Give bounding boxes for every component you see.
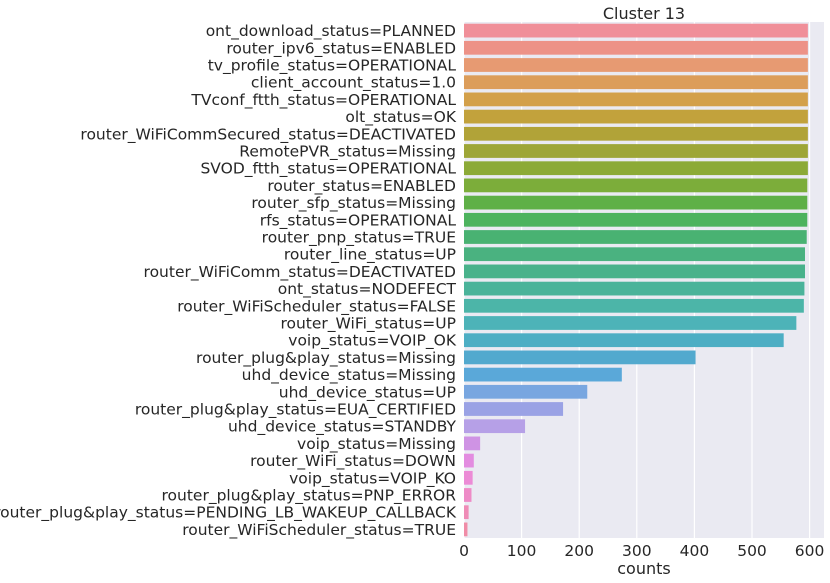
- category-label: router_sfp_status=Missing: [251, 194, 456, 213]
- bar: [464, 212, 808, 227]
- bar: [464, 40, 808, 55]
- bar: [464, 505, 469, 520]
- category-label: router_plug&play_status=Missing: [196, 349, 456, 368]
- category-labels: ont_download_status=PLANNEDrouter_ipv6_s…: [0, 22, 457, 540]
- x-tick-label: 200: [564, 542, 594, 560]
- bar: [464, 264, 805, 279]
- category-label: uhd_device_status=STANDBY: [228, 418, 457, 437]
- category-label: router_line_status=UP: [284, 246, 456, 265]
- category-label: voip_status=Missing: [297, 435, 456, 454]
- x-tick-label: 500: [737, 542, 767, 560]
- category-label: rfs_status=OPERATIONAL: [260, 211, 457, 230]
- category-label: router_WiFiCommSecured_status=DEACTIVATE…: [80, 125, 456, 144]
- x-axis-label: counts: [617, 559, 670, 578]
- category-label: router_WiFi_status=UP: [280, 315, 456, 334]
- bar: [464, 58, 808, 72]
- bar: [464, 436, 481, 451]
- bar: [464, 350, 696, 365]
- x-tick-label: 100: [507, 542, 537, 560]
- bar: [464, 109, 808, 124]
- x-tick-label: 400: [680, 542, 710, 560]
- bar: [464, 92, 808, 107]
- category-label: TVconf_ftth_status=OPERATIONAL: [190, 91, 456, 110]
- category-label: voip_status=VOIP_OK: [288, 332, 457, 351]
- category-label: ont_download_status=PLANNED: [206, 22, 456, 41]
- category-label: RemotePVR_status=Missing: [239, 143, 456, 162]
- bar: [464, 367, 622, 382]
- category-label: router_plug&play_status=EUA_CERTIFIED: [135, 401, 456, 420]
- bar: [464, 195, 808, 210]
- x-tick-label: 600: [795, 542, 825, 560]
- category-label: router_status=ENABLED: [267, 177, 456, 196]
- plot-background: [464, 22, 824, 538]
- bar: [464, 470, 473, 485]
- category-label: client_account_status=1.0: [251, 74, 456, 93]
- x-tick-labels: 0 100 200 300 400 500 600: [459, 542, 824, 560]
- x-tick-label: 300: [622, 542, 652, 560]
- x-tick-label: 0: [459, 542, 469, 560]
- bar: [464, 419, 526, 434]
- bar: [464, 333, 784, 348]
- category-label: uhd_device_status=Missing: [242, 366, 456, 385]
- bar: [464, 75, 808, 90]
- category-label: router_plug&play_status=PENDING_LB_WAKEU…: [0, 504, 457, 523]
- category-label: router_WiFi_status=DOWN: [250, 452, 456, 471]
- category-label: router_plug&play_status=PNP_ERROR: [162, 487, 457, 506]
- category-label: router_pnp_status=TRUE: [262, 229, 456, 248]
- gridlines: [463, 22, 811, 538]
- bar: [464, 384, 588, 399]
- category-label: ont_status=NODEFECT: [278, 280, 457, 299]
- bar: [464, 230, 807, 244]
- category-label: uhd_device_status=UP: [279, 383, 456, 402]
- bar: [464, 522, 468, 537]
- category-label: router_ipv6_status=ENABLED: [226, 39, 456, 58]
- bar: [464, 144, 808, 158]
- bar: [464, 402, 564, 416]
- bar: [464, 247, 805, 262]
- chart-title: Cluster 13: [603, 4, 685, 23]
- bar: [464, 488, 472, 502]
- bar: [464, 281, 805, 296]
- bar: [464, 23, 808, 38]
- category-label: tv_profile_status=OPERATIONAL: [208, 57, 457, 76]
- bar: [464, 126, 808, 141]
- category-label: voip_status=VOIP_KO: [289, 469, 456, 488]
- bar: [464, 178, 808, 193]
- bar: [464, 453, 474, 468]
- category-label: router_WiFiScheduler_status=TRUE: [182, 521, 456, 540]
- bar: [464, 316, 797, 330]
- category-label: router_WiFiScheduler_status=FALSE: [177, 297, 456, 316]
- category-label: SVOD_ftth_status=OPERATIONAL: [200, 160, 456, 179]
- bars: [464, 23, 808, 537]
- bar: [464, 298, 804, 313]
- bar: [464, 161, 808, 176]
- category-label: olt_status=OK: [345, 108, 456, 127]
- category-label: router_WiFiComm_status=DEACTIVATED: [144, 263, 457, 282]
